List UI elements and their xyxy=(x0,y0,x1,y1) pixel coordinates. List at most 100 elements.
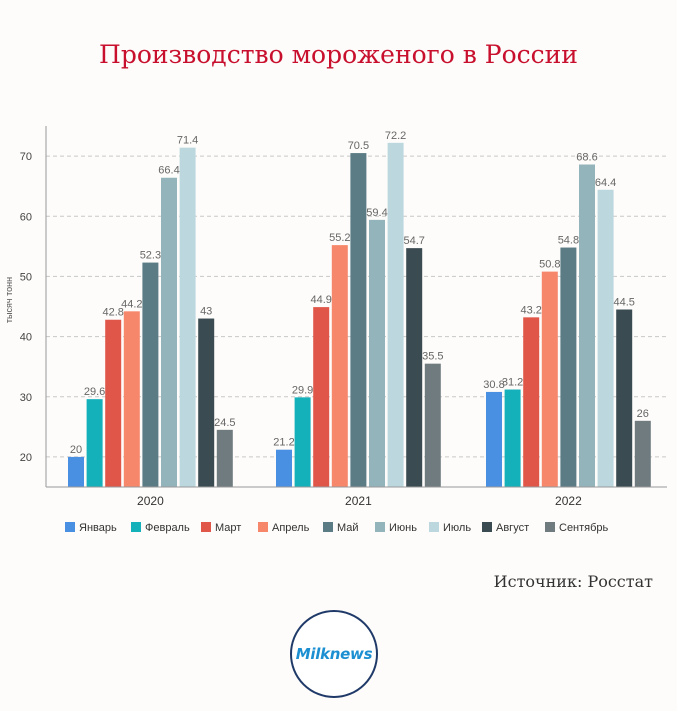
x-tick-label: 2020 xyxy=(137,494,164,508)
data-label: 54.7 xyxy=(403,235,424,247)
legend-label: Сентябрь xyxy=(559,522,609,534)
legend-label: Май xyxy=(337,522,359,534)
bar-2021-1 xyxy=(276,449,292,487)
legend: Январь Февраль Март Апрель Май Июнь Июль Август… xyxy=(65,522,609,534)
bar-2021-6 xyxy=(369,219,385,488)
bar-2020-5 xyxy=(142,262,159,487)
legend-item: Апрель xyxy=(258,522,310,534)
legend-item: Июнь xyxy=(375,522,417,534)
data-label: 70.5 xyxy=(348,140,369,152)
bar-2021-8 xyxy=(406,248,423,487)
data-label: 20 xyxy=(70,444,82,456)
y-tick-label: 50 xyxy=(20,271,32,283)
bar-2022-4 xyxy=(541,271,558,487)
data-label: 64.4 xyxy=(595,177,616,189)
data-label: 29.9 xyxy=(292,384,313,396)
legend-label: Апрель xyxy=(272,522,310,534)
data-label: 52.3 xyxy=(140,250,161,262)
legend-swatch xyxy=(545,522,555,532)
bar-2021-7 xyxy=(387,142,404,487)
y-axis-ticks: 20 30 40 50 60 70 xyxy=(20,151,32,464)
bar-2020-3 xyxy=(105,319,122,487)
bar-chart: 20 30 40 50 60 70 тысяч тонн 20 29.6 42.844.2 52… xyxy=(4,126,667,534)
data-label: 24.5 xyxy=(214,417,235,429)
data-label: 43 xyxy=(200,306,212,318)
data-label: 44.9 xyxy=(310,294,331,306)
y-tick-label: 40 xyxy=(20,332,32,344)
y-tick-label: 20 xyxy=(20,452,32,464)
bar-2021-3 xyxy=(313,307,330,487)
legend-label: Июнь xyxy=(389,522,417,534)
data-label: 30.8 xyxy=(483,379,504,391)
data-labels: 20 29.6 42.844.2 52.3 66.4 71.4 43 24.5 21.2 29.9… xyxy=(70,130,649,456)
data-label: 72.2 xyxy=(385,130,406,142)
data-label: 68.6 xyxy=(576,152,597,164)
data-label: 71.4 xyxy=(177,135,198,147)
x-tick-label: 2021 xyxy=(345,494,372,508)
bar-2021-4 xyxy=(331,245,348,487)
x-tick-label: 2022 xyxy=(555,494,582,508)
bar-2021-9 xyxy=(424,363,441,487)
y-tick-label: 30 xyxy=(20,392,32,404)
bar-2022-6 xyxy=(579,164,595,488)
bar-2020-2 xyxy=(86,399,103,487)
bar-2020-4 xyxy=(123,311,140,487)
legend-swatch xyxy=(323,522,333,532)
legend-item: Март xyxy=(201,522,241,534)
bar-2022-1 xyxy=(486,391,502,487)
bar-2022-7 xyxy=(597,189,614,487)
legend-swatch xyxy=(201,522,211,532)
x-axis-ticks: 2020 2021 2022 xyxy=(137,494,582,508)
legend-swatch xyxy=(258,522,268,532)
bar-2022-2 xyxy=(504,389,521,487)
legend-item: Май xyxy=(323,522,359,534)
data-label: 26 xyxy=(637,408,649,420)
legend-label: Март xyxy=(215,522,241,534)
legend-label: Январь xyxy=(79,522,117,534)
data-label: 21.2 xyxy=(273,437,294,449)
legend-label: Август xyxy=(496,522,529,534)
bar-2022-8 xyxy=(616,309,633,487)
bar-2021-2 xyxy=(294,397,311,487)
y-tick-label: 60 xyxy=(20,211,32,223)
data-label: 55.2 xyxy=(329,232,350,244)
data-label: 54.8 xyxy=(558,235,579,247)
legend-swatch xyxy=(482,522,492,532)
bar-2020-1 xyxy=(68,456,84,487)
data-label: 42.8 xyxy=(102,307,123,319)
logo-text: Milknews xyxy=(295,645,373,663)
chart-title: Производство мороженого в России xyxy=(99,40,578,69)
data-label: 31.2 xyxy=(502,377,523,389)
legend-item: Февраль xyxy=(131,522,190,534)
bar-2020-8 xyxy=(198,318,215,487)
data-label: 44.5 xyxy=(613,297,634,309)
data-label: 59.4 xyxy=(366,207,387,219)
legend-item: Август xyxy=(482,522,529,534)
legend-swatch xyxy=(131,522,141,532)
legend-item: Сентябрь xyxy=(545,522,609,534)
bar-2022-5 xyxy=(560,247,577,487)
data-label: 43.2 xyxy=(520,304,541,316)
bars xyxy=(68,142,651,488)
source-credit: Источник: Росстат xyxy=(493,572,653,591)
data-label: 35.5 xyxy=(422,351,443,363)
legend-label: Июль xyxy=(443,522,471,534)
bar-2020-9 xyxy=(216,429,233,487)
data-label: 29.6 xyxy=(84,386,105,398)
legend-item: Июль xyxy=(429,522,471,534)
bar-2022-3 xyxy=(523,317,540,487)
y-tick-label: 70 xyxy=(20,151,32,163)
milknews-logo: Milknews xyxy=(290,610,378,698)
legend-label: Февраль xyxy=(145,522,190,534)
legend-swatch xyxy=(375,522,385,532)
data-label: 44.2 xyxy=(121,298,142,310)
bar-2022-9 xyxy=(634,420,651,487)
bar-2020-6 xyxy=(161,177,177,487)
legend-swatch xyxy=(429,522,439,532)
legend-swatch xyxy=(65,522,75,532)
bar-2020-7 xyxy=(179,147,196,487)
legend-item: Январь xyxy=(65,522,117,534)
bar-2021-5 xyxy=(350,153,367,487)
y-axis-label: тысяч тонн xyxy=(4,277,14,323)
data-label: 50.8 xyxy=(539,259,560,271)
